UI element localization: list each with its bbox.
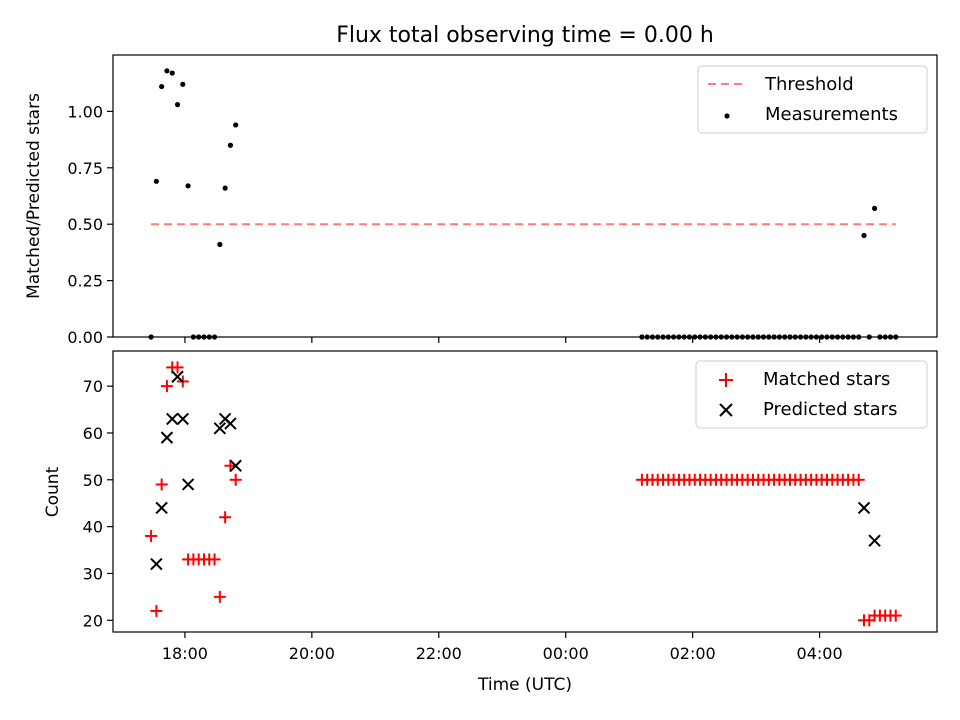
measurement-point xyxy=(227,142,234,148)
matched-star-point xyxy=(150,604,163,617)
bottom-y-tick-label: 40 xyxy=(83,518,103,537)
predicted-legend-label: Predicted stars xyxy=(763,399,897,420)
top-y-tick-label: 1.00 xyxy=(67,102,103,121)
predicted-star-point xyxy=(150,557,163,571)
matched-legend-label: Matched stars xyxy=(763,369,890,390)
top-legend: Threshold Measurements xyxy=(697,65,928,134)
bottom-x-tick-label: 00:00 xyxy=(543,644,589,663)
predicted-star-point xyxy=(857,501,871,515)
predicted-star-point xyxy=(166,412,179,426)
bottom-x-axis: 18:00 20:00 22:00 00:00 02:00 04:00 xyxy=(162,632,843,663)
measurement-point xyxy=(153,178,159,184)
bottom-y-tick-label: 50 xyxy=(83,471,103,490)
matched-star-point xyxy=(155,478,168,491)
top-y-axis: 0.00 0.25 0.50 0.75 1.00 xyxy=(67,102,113,347)
measurement-point xyxy=(185,183,191,189)
x-axis-label: Time (UTC) xyxy=(477,675,572,695)
threshold-legend-label: Threshold xyxy=(764,74,854,95)
predicted-star-point xyxy=(155,501,168,515)
bottom-plot-frame xyxy=(112,350,938,633)
top-y-label: Matched/Predicted stars xyxy=(24,93,44,299)
measurement-point xyxy=(233,122,239,128)
bottom-y-tick-label: 60 xyxy=(83,424,103,443)
bottom-x-tick-label: 04:00 xyxy=(797,644,843,663)
top-y-tick-label: 0.25 xyxy=(67,272,103,291)
predicted-star-point xyxy=(181,478,195,491)
bottom-x-tick-label: 20:00 xyxy=(289,644,335,663)
measurement-point xyxy=(159,83,165,90)
matched-legend-swatch xyxy=(719,373,733,387)
bottom-x-tick-label: 22:00 xyxy=(416,644,462,663)
bottom-y-tick-label: 20 xyxy=(83,611,103,630)
matched-star-point xyxy=(229,473,242,486)
bottom-legend-box xyxy=(695,360,928,429)
matched-star-point xyxy=(208,553,221,566)
predicted-star-point xyxy=(176,412,190,426)
bottom-legend: Matched stars Predicted stars xyxy=(695,360,928,429)
measurement-point xyxy=(174,102,181,108)
predicted-stars-series xyxy=(150,370,881,571)
measurement-point xyxy=(871,205,878,212)
matched-star-point xyxy=(852,473,865,486)
top-plot-frame xyxy=(112,54,938,338)
matched-star-point xyxy=(145,529,158,542)
bottom-y-axis: 20 30 40 50 60 70 xyxy=(83,377,113,630)
measurement-point xyxy=(169,70,175,76)
predicted-star-point xyxy=(224,417,237,430)
predicted-star-point xyxy=(160,431,174,444)
bottom-y-label: Count xyxy=(43,466,63,517)
top-y-tick-label: 0.75 xyxy=(67,159,103,178)
bottom-panel: 20 30 40 50 60 70 18:00 20:00 22:00 00:00 02:00 04… xyxy=(43,350,938,695)
matched-star-point xyxy=(213,590,226,603)
predicted-star-point xyxy=(171,370,184,383)
top-legend-box xyxy=(697,65,928,134)
measurement-point xyxy=(180,81,186,87)
chart-title: Flux total observing time = 0.00 h xyxy=(336,23,714,48)
top-y-tick-label: 0.50 xyxy=(67,215,103,234)
matched-star-point xyxy=(160,380,173,393)
predicted-legend-swatch xyxy=(719,403,733,417)
measurement-point xyxy=(222,185,228,191)
top-panel: 0.00 0.25 0.50 0.75 1.00 Matched/Predicted s… xyxy=(24,54,938,347)
matched-star-point xyxy=(171,361,184,374)
predicted-star-point xyxy=(229,459,242,472)
measurements-legend-label: Measurements xyxy=(765,104,898,125)
bottom-y-tick-label: 70 xyxy=(83,377,103,396)
predicted-star-point xyxy=(213,422,227,435)
measurement-point xyxy=(861,232,867,239)
matched-star-point xyxy=(219,511,232,524)
measurement-point xyxy=(164,68,170,74)
bottom-y-tick-label: 30 xyxy=(83,564,103,583)
bottom-x-tick-label: 02:00 xyxy=(670,644,716,663)
predicted-star-point xyxy=(868,534,881,547)
top-y-tick-label: 0.00 xyxy=(67,328,103,347)
bottom-x-tick-label: 18:00 xyxy=(162,644,208,663)
measurements-legend-swatch xyxy=(724,113,730,119)
matched-star-point xyxy=(889,609,902,622)
measurement-point xyxy=(217,241,223,248)
